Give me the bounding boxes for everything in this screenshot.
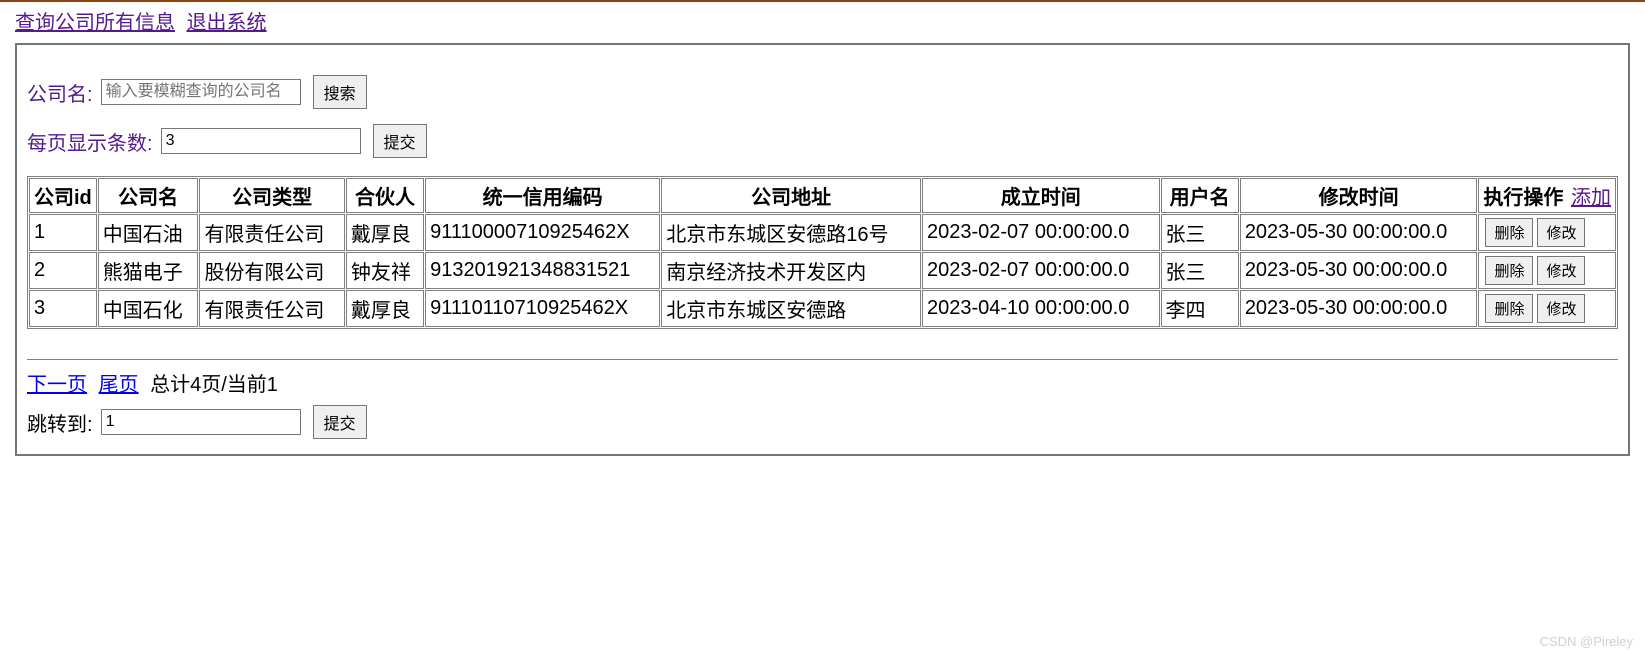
cell-founded_time: 2023-04-10 00:00:00.0 <box>922 290 1160 327</box>
company-name-input[interactable] <box>101 79 301 105</box>
th-type: 公司类型 <box>199 178 344 213</box>
edit-button[interactable]: 修改 <box>1537 294 1585 323</box>
logout-link[interactable]: 退出系统 <box>187 12 267 34</box>
jump-label: 跳转到: <box>27 408 93 437</box>
table-header-row: 公司id 公司名 公司类型 合伙人 统一信用编码 公司地址 成立时间 用户名 修… <box>29 178 1616 213</box>
th-founded-time: 成立时间 <box>922 178 1160 213</box>
cell-founded_time: 2023-02-07 00:00:00.0 <box>922 214 1160 251</box>
cell-modified_time: 2023-05-30 00:00:00.0 <box>1240 214 1478 251</box>
cell-type: 有限责任公司 <box>199 214 344 251</box>
jump-submit-button[interactable]: 提交 <box>313 405 367 439</box>
delete-button[interactable]: 删除 <box>1485 218 1533 247</box>
cell-credit_code: 91110000710925462X <box>425 214 660 251</box>
cell-address: 南京经济技术开发区内 <box>661 252 921 289</box>
cell-username: 李四 <box>1161 290 1239 327</box>
pager-info: 总计4页/当前1 <box>150 374 278 396</box>
th-actions-label: 执行操作 <box>1483 187 1563 209</box>
cell-founded_time: 2023-02-07 00:00:00.0 <box>922 252 1160 289</box>
page-size-input[interactable] <box>161 128 361 154</box>
th-name: 公司名 <box>98 178 199 213</box>
cell-credit_code: 913201921348831521 <box>425 252 660 289</box>
cell-username: 张三 <box>1161 214 1239 251</box>
table-row: 1中国石油有限责任公司戴厚良91110000710925462X北京市东城区安德… <box>29 214 1616 251</box>
cell-username: 张三 <box>1161 252 1239 289</box>
th-modified-time: 修改时间 <box>1240 178 1478 213</box>
page-size-form: 每页显示条数: 提交 <box>27 124 1618 158</box>
table-row: 2熊猫电子股份有限公司钟友祥913201921348831521南京经济技术开发… <box>29 252 1616 289</box>
search-form: 公司名: 搜索 <box>27 75 1618 109</box>
next-page-link[interactable]: 下一页 <box>27 374 87 396</box>
delete-button[interactable]: 删除 <box>1485 256 1533 285</box>
th-actions: 执行操作 添加 <box>1478 178 1616 213</box>
cell-modified_time: 2023-05-30 00:00:00.0 <box>1240 252 1478 289</box>
content-frame: 公司名: 搜索 每页显示条数: 提交 公司id 公司名 公司类型 合伙人 统一信… <box>15 43 1630 456</box>
th-address: 公司地址 <box>661 178 921 213</box>
top-nav: 查询公司所有信息 退出系统 <box>0 0 1645 41</box>
pager: 下一页 尾页 总计4页/当前1 <box>27 368 1618 397</box>
search-label: 公司名: <box>27 78 93 107</box>
cell-type: 有限责任公司 <box>199 290 344 327</box>
cell-partner: 戴厚良 <box>346 214 424 251</box>
cell-name: 熊猫电子 <box>98 252 199 289</box>
cell-address: 北京市东城区安德路16号 <box>661 214 921 251</box>
jump-form: 跳转到: 提交 <box>27 405 1618 439</box>
last-page-link[interactable]: 尾页 <box>99 374 139 396</box>
company-table: 公司id 公司名 公司类型 合伙人 统一信用编码 公司地址 成立时间 用户名 修… <box>27 176 1618 329</box>
table-row: 3中国石化有限责任公司戴厚良91110110710925462X北京市东城区安德… <box>29 290 1616 327</box>
query-all-link[interactable]: 查询公司所有信息 <box>15 12 175 34</box>
cell-name: 中国石油 <box>98 214 199 251</box>
th-partner: 合伙人 <box>346 178 424 213</box>
cell-modified_time: 2023-05-30 00:00:00.0 <box>1240 290 1478 327</box>
cell-type: 股份有限公司 <box>199 252 344 289</box>
cell-id: 3 <box>29 290 97 327</box>
cell-id: 1 <box>29 214 97 251</box>
cell-actions: 删除修改 <box>1478 290 1616 327</box>
search-button[interactable]: 搜索 <box>313 75 367 109</box>
separator <box>27 359 1618 360</box>
add-link[interactable]: 添加 <box>1571 187 1611 209</box>
edit-button[interactable]: 修改 <box>1537 218 1585 247</box>
watermark: CSDN @Pireley <box>1540 634 1633 649</box>
cell-id: 2 <box>29 252 97 289</box>
th-credit-code: 统一信用编码 <box>425 178 660 213</box>
cell-actions: 删除修改 <box>1478 252 1616 289</box>
cell-credit_code: 91110110710925462X <box>425 290 660 327</box>
cell-name: 中国石化 <box>98 290 199 327</box>
page-size-submit-button[interactable]: 提交 <box>373 124 427 158</box>
th-username: 用户名 <box>1161 178 1239 213</box>
jump-input[interactable] <box>101 409 301 435</box>
cell-partner: 戴厚良 <box>346 290 424 327</box>
cell-actions: 删除修改 <box>1478 214 1616 251</box>
th-id: 公司id <box>29 178 97 213</box>
delete-button[interactable]: 删除 <box>1485 294 1533 323</box>
page-size-label: 每页显示条数: <box>27 127 153 156</box>
cell-partner: 钟友祥 <box>346 252 424 289</box>
cell-address: 北京市东城区安德路 <box>661 290 921 327</box>
edit-button[interactable]: 修改 <box>1537 256 1585 285</box>
